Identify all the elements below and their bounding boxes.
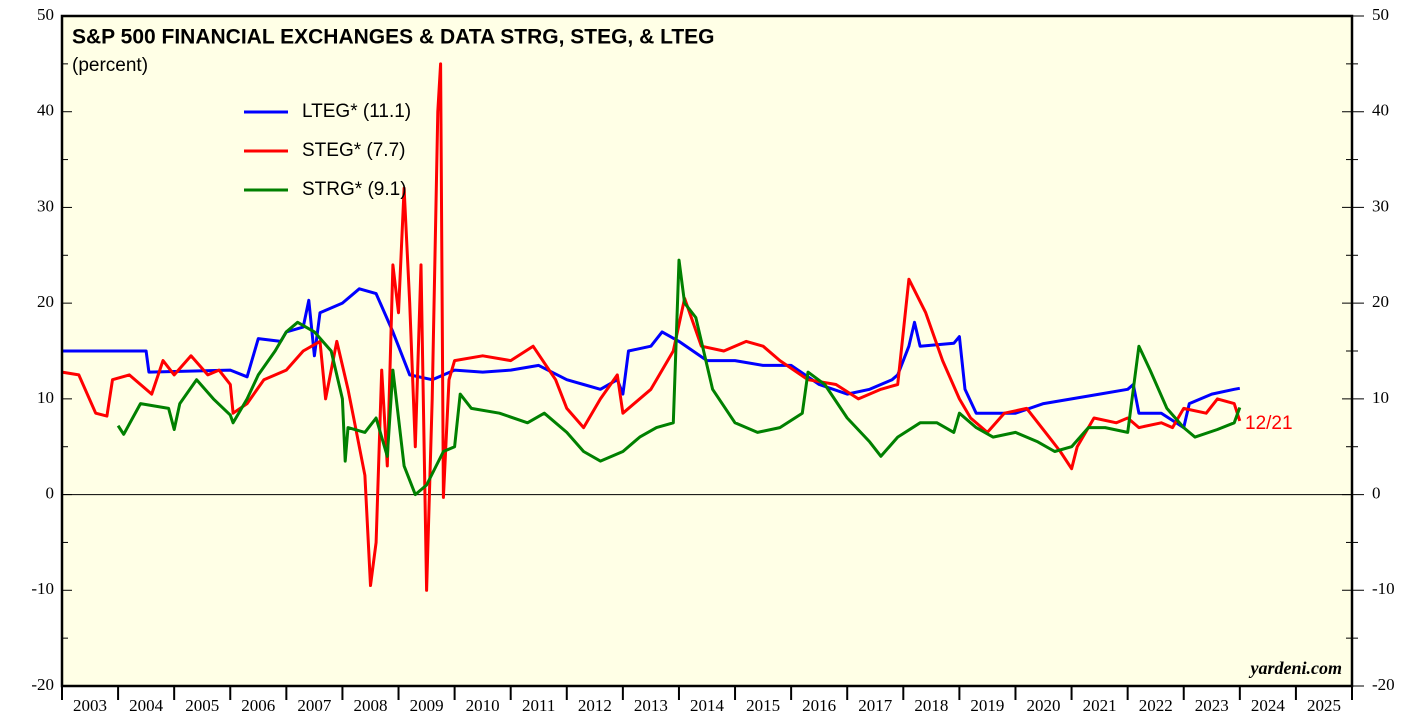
x-tick-label: 2015 bbox=[746, 696, 780, 715]
y-tick-label: 10 bbox=[37, 388, 54, 407]
y-tick-label: -10 bbox=[31, 579, 54, 598]
x-tick-label: 2006 bbox=[241, 696, 275, 715]
x-tick-label: 2024 bbox=[1251, 696, 1286, 715]
series-line bbox=[116, 258, 1242, 497]
y2-tick-label: -20 bbox=[1372, 675, 1395, 694]
lines-layer bbox=[61, 62, 1242, 592]
y-tick-label: 50 bbox=[37, 5, 54, 24]
x-tick-label: 2013 bbox=[634, 696, 668, 715]
legend-label: STRG* (9.1) bbox=[302, 179, 407, 200]
x-tick-label: 2021 bbox=[1083, 696, 1117, 715]
x-tick-label: 2012 bbox=[578, 696, 612, 715]
y2-tick-label: 40 bbox=[1372, 101, 1389, 120]
y2-tick-label: 0 bbox=[1372, 483, 1381, 502]
legend: LTEG* (11.1) STEG* (7.7) STRG* (9.1) bbox=[244, 101, 411, 200]
y2-tick-label: 30 bbox=[1372, 196, 1389, 215]
legend-label: LTEG* (11.1) bbox=[302, 101, 411, 122]
y2-tick-label: 20 bbox=[1372, 292, 1389, 311]
y-tick-label: 20 bbox=[37, 292, 54, 311]
x-tick-label: 2007 bbox=[297, 696, 332, 715]
y2-tick-label: 10 bbox=[1372, 388, 1389, 407]
x-tick-label: 2018 bbox=[914, 696, 948, 715]
plot-border bbox=[60, 14, 1354, 688]
x-tick-label: 2003 bbox=[73, 696, 107, 715]
annotation: 12/21 bbox=[1245, 413, 1293, 434]
y-tick-label: 30 bbox=[37, 196, 54, 215]
x-tick-label: 2017 bbox=[858, 696, 893, 715]
x-tick-label: 2020 bbox=[1027, 696, 1061, 715]
x-tick-label: 2014 bbox=[690, 696, 725, 715]
x-tick-label: 2004 bbox=[129, 696, 164, 715]
legend-label: STEG* (7.7) bbox=[302, 140, 405, 161]
chart-subtitle: (percent) bbox=[72, 55, 148, 76]
y2-tick-label: -10 bbox=[1372, 579, 1395, 598]
series-line bbox=[62, 287, 1241, 430]
x-tick-label: 2019 bbox=[970, 696, 1004, 715]
x-tick-label: 2016 bbox=[802, 696, 836, 715]
x-tick-label: 2010 bbox=[466, 696, 500, 715]
x-tick-label: 2009 bbox=[410, 696, 444, 715]
y-tick-label: 0 bbox=[46, 483, 55, 502]
x-tick-label: 2022 bbox=[1139, 696, 1173, 715]
y-tick-label: -20 bbox=[31, 675, 54, 694]
x-tick-label: 2005 bbox=[185, 696, 219, 715]
source: yardeni.com bbox=[1249, 658, 1343, 678]
y-tick-label: 40 bbox=[37, 101, 54, 120]
chart-title: S&P 500 FINANCIAL EXCHANGES & DATA STRG,… bbox=[72, 26, 715, 49]
series-line bbox=[61, 62, 1242, 592]
x-tick-label: 2008 bbox=[353, 696, 387, 715]
y2-tick-label: 50 bbox=[1372, 5, 1389, 24]
x-tick-label: 2025 bbox=[1307, 696, 1341, 715]
x-tick-label: 2023 bbox=[1195, 696, 1229, 715]
x-tick-label: 2011 bbox=[522, 696, 555, 715]
